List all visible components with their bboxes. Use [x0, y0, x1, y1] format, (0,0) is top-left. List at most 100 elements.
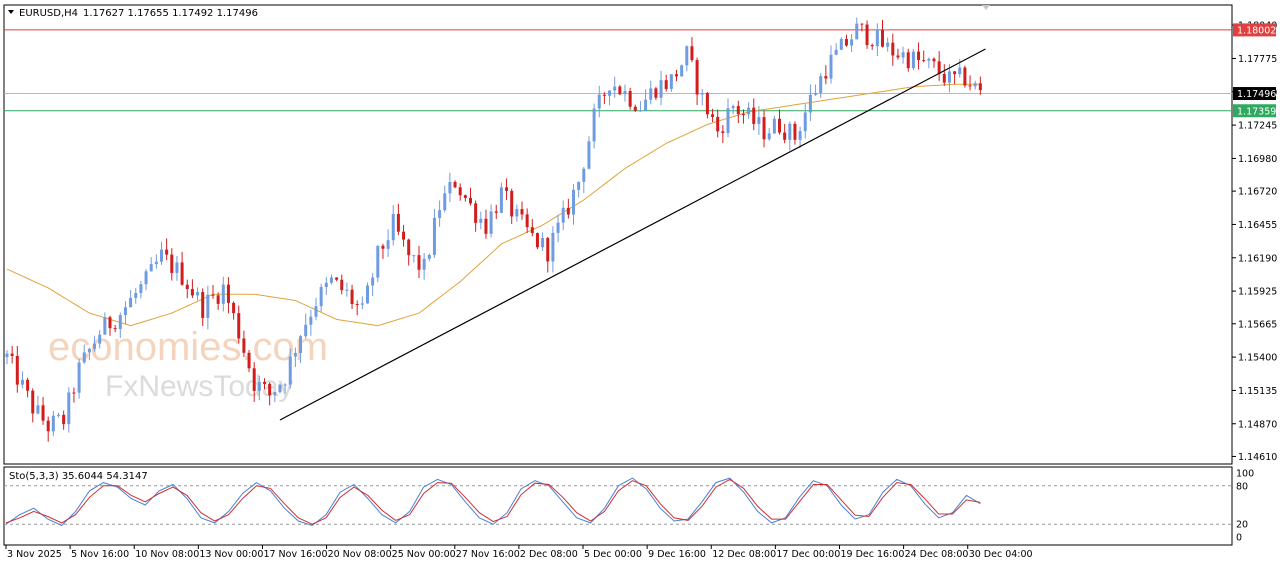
time-tick-label: 13 Nov 00:00: [199, 549, 263, 560]
time-axis: 3 Nov 2025 5 Nov 16:00 10 Nov 08:00 13 Nov …: [5, 545, 1033, 560]
candle-body: [36, 405, 40, 414]
candle-body: [834, 49, 838, 55]
stochastic-panel[interactable]: [3, 466, 1233, 546]
candle-body: [947, 71, 951, 83]
candle-body: [190, 289, 194, 296]
candle-body: [654, 88, 658, 98]
chart-shift-marker-icon[interactable]: [982, 5, 990, 10]
candle-body: [386, 240, 390, 249]
candle-body: [520, 209, 524, 215]
candle-body: [201, 292, 205, 318]
candle-body: [26, 379, 30, 391]
candle-body: [288, 356, 292, 385]
candle-body: [422, 258, 426, 270]
candle-body: [618, 86, 622, 95]
price-panel[interactable]: [3, 4, 1233, 465]
price-tick-label: 1.17775: [1238, 54, 1277, 65]
time-tick-label: 3 Nov 2025: [7, 549, 62, 560]
level-tag-support: [1233, 104, 1276, 118]
price-tick-label: 1.14610: [1238, 452, 1277, 463]
candle-body: [608, 90, 612, 96]
candle-body: [396, 213, 400, 232]
candle-body: [139, 284, 143, 294]
candle-body: [649, 88, 653, 100]
price-tick-label: 1.14870: [1238, 419, 1277, 430]
candle-body: [582, 168, 586, 182]
candle-body: [525, 214, 529, 228]
price-axis: 1.180401.177751.175101.172451.169801.167…: [1232, 21, 1277, 463]
candle-body: [535, 233, 539, 248]
candle-body: [355, 304, 359, 306]
candle-body: [268, 383, 272, 396]
candle-body: [721, 131, 725, 133]
time-tick-label: 10 Nov 08:00: [135, 549, 199, 560]
candle-body: [206, 294, 210, 318]
candle-body: [232, 302, 236, 314]
candle-body: [675, 74, 678, 77]
candle-body: [196, 292, 200, 296]
candle-body: [855, 23, 859, 40]
candle-body: [489, 211, 493, 234]
candle-body: [329, 277, 333, 283]
candle-body: [319, 287, 323, 307]
candle-body: [417, 255, 421, 270]
candle-body: [15, 355, 19, 385]
ma-line[interactable]: [6, 83, 981, 327]
candle-body: [530, 227, 534, 234]
candle-body: [165, 249, 169, 255]
candle-body: [57, 414, 60, 416]
price-tick-label: 1.16455: [1238, 220, 1277, 231]
candle-body: [963, 67, 967, 86]
candle-body: [160, 249, 163, 262]
candle-body: [438, 210, 442, 218]
time-tick-label: 19 Dec 16:00: [840, 549, 904, 560]
time-tick-label: 25 Nov 00:00: [392, 549, 456, 560]
candle-body: [659, 80, 663, 98]
time-tick-label: 27 Nov 16:00: [456, 549, 520, 560]
candle-body: [711, 114, 715, 117]
candle-body: [927, 58, 931, 61]
candle-body: [844, 39, 848, 46]
candle-body: [10, 353, 14, 356]
candle-body: [93, 343, 97, 349]
candle-body: [623, 90, 627, 95]
candle-body: [299, 336, 303, 353]
candle-body: [613, 86, 617, 91]
candle-body: [407, 239, 411, 256]
candle-body: [566, 207, 570, 215]
candle-body: [953, 71, 957, 75]
stoch-main-line[interactable]: [5, 477, 981, 527]
level-label-support: 1.17359: [1237, 106, 1276, 117]
candle-body: [695, 60, 699, 95]
candle-body: [98, 334, 102, 344]
candle-body: [741, 113, 745, 115]
horizontal-levels: [4, 29, 1232, 112]
candle-body: [628, 90, 632, 107]
time-tick-label: 9 Dec 16:00: [648, 549, 706, 560]
stoch-level-label: 20: [1236, 520, 1248, 531]
candle-body: [803, 112, 807, 132]
time-tick-label: 12 Dec 08:00: [712, 549, 776, 560]
candle-body: [814, 92, 818, 95]
level-tag-resistance: [1233, 23, 1276, 37]
time-tick-label: 5 Dec 00:00: [584, 549, 642, 560]
collapse-triangle-icon[interactable]: [8, 10, 14, 14]
stoch-level-label: 0: [1236, 533, 1242, 544]
candle-body: [747, 107, 751, 115]
price-tick-label: 1.16720: [1238, 187, 1277, 198]
candle-body: [860, 23, 864, 25]
trendline[interactable]: [279, 48, 986, 421]
stoch-level-label: 80: [1236, 481, 1248, 492]
candle-body: [891, 42, 895, 56]
candle-body: [257, 381, 261, 391]
candle-body: [958, 67, 962, 75]
stoch-signal-line[interactable]: [5, 478, 981, 525]
candle-body: [788, 123, 792, 140]
time-tick-label: 5 Nov 16:00: [71, 549, 129, 560]
candle-body: [968, 85, 972, 87]
candle-body: [62, 414, 66, 425]
price-tick-label: 1.17245: [1238, 121, 1277, 132]
candle-body: [819, 76, 823, 93]
